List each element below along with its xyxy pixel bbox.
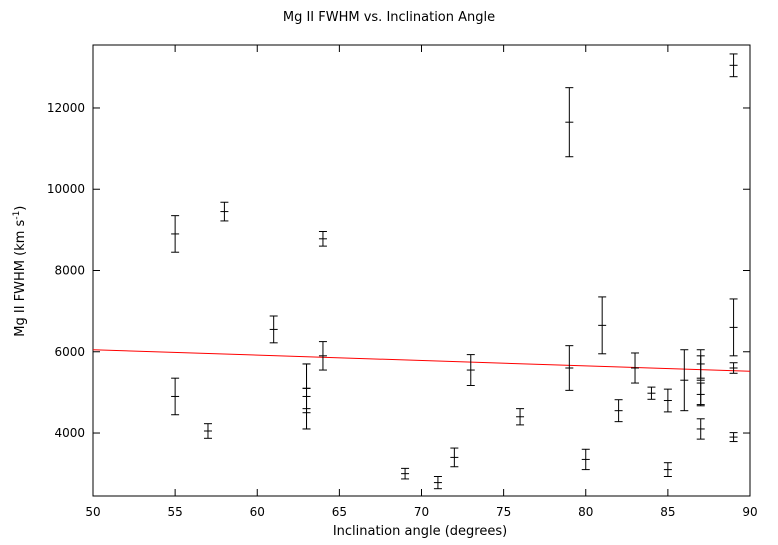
data-point — [171, 377, 180, 416]
x-tick-label: 55 — [167, 505, 182, 519]
data-point — [565, 345, 574, 391]
y-axis-label: Mg II FWHM (km s-1) — [12, 191, 28, 351]
data-point — [466, 354, 475, 386]
x-tick-label: 60 — [250, 505, 265, 519]
data-point — [729, 298, 738, 357]
x-tick-label: 70 — [414, 505, 429, 519]
data-point — [729, 362, 738, 374]
data-point — [171, 215, 180, 253]
x-tick-label: 85 — [660, 505, 675, 519]
data-point — [598, 296, 607, 355]
y-tick-label: 8000 — [54, 264, 85, 278]
y-axis-label-end: ) — [13, 205, 29, 211]
data-point — [729, 432, 738, 443]
data-point — [318, 230, 327, 247]
x-axis-label: Inclination angle (degrees) — [332, 524, 508, 539]
axis-ticks: 50 55 60 65 70 75 80 85 90 4000 6000 8000 10000 12000 — [47, 45, 758, 519]
data-point — [450, 447, 459, 468]
data-point — [729, 53, 738, 78]
data-point — [269, 315, 278, 344]
data-point — [220, 201, 229, 222]
x-tick-label: 80 — [578, 505, 593, 519]
data-point — [614, 399, 623, 423]
fit-line — [92, 349, 751, 372]
y-tick-label: 4000 — [54, 426, 85, 440]
data-point — [631, 352, 640, 384]
data-point — [680, 349, 689, 412]
data-points — [171, 53, 738, 490]
data-point — [581, 448, 590, 471]
fit-line-group — [92, 349, 751, 372]
data-point — [318, 341, 327, 371]
y-tick-label: 6000 — [54, 345, 85, 359]
data-point — [433, 475, 442, 490]
data-point — [696, 418, 705, 440]
y-tick-label: 10000 — [47, 182, 85, 196]
x-tick-label: 75 — [496, 505, 511, 519]
y-tick-label: 12000 — [47, 101, 85, 115]
y-axis-label-main: Mg II FWHM (km s — [13, 219, 29, 337]
data-point — [565, 87, 574, 158]
data-point — [663, 462, 672, 477]
data-point — [696, 382, 705, 407]
x-tick-label: 65 — [332, 505, 347, 519]
x-tick-label: 90 — [742, 505, 757, 519]
data-point — [401, 467, 410, 480]
data-point — [203, 423, 212, 439]
data-point — [302, 387, 311, 430]
x-tick-label: 50 — [85, 505, 100, 519]
data-point — [647, 386, 656, 400]
chart-title: Mg II FWHM vs. Inclination Angle — [282, 10, 496, 25]
plot-frame — [92, 44, 751, 497]
data-point — [516, 408, 525, 426]
data-point — [663, 388, 672, 413]
y-axis-label-sup: -1 — [11, 210, 22, 220]
